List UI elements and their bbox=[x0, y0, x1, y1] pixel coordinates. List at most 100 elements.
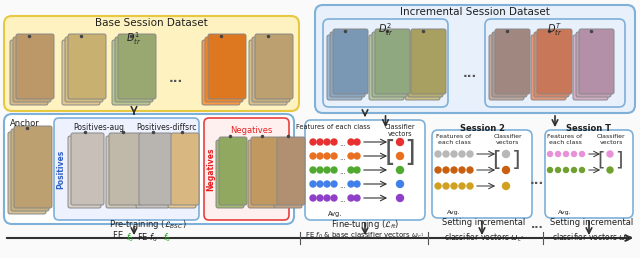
Circle shape bbox=[443, 167, 449, 173]
Circle shape bbox=[459, 183, 465, 189]
FancyBboxPatch shape bbox=[208, 34, 246, 99]
FancyBboxPatch shape bbox=[139, 133, 172, 205]
Circle shape bbox=[354, 139, 360, 145]
Text: Positives-diffsrc: Positives-diffsrc bbox=[136, 123, 196, 132]
FancyBboxPatch shape bbox=[65, 37, 103, 102]
FancyBboxPatch shape bbox=[252, 37, 290, 102]
Circle shape bbox=[348, 195, 354, 201]
FancyBboxPatch shape bbox=[576, 32, 611, 97]
Circle shape bbox=[459, 151, 465, 157]
Circle shape bbox=[451, 183, 457, 189]
Text: [: [ bbox=[385, 139, 396, 167]
Circle shape bbox=[317, 153, 323, 159]
Text: ...: ... bbox=[340, 183, 346, 189]
FancyBboxPatch shape bbox=[68, 34, 106, 99]
Text: ...: ... bbox=[340, 155, 346, 161]
FancyBboxPatch shape bbox=[62, 40, 100, 105]
Circle shape bbox=[354, 181, 360, 187]
Circle shape bbox=[563, 151, 568, 157]
FancyBboxPatch shape bbox=[274, 140, 302, 208]
FancyBboxPatch shape bbox=[202, 40, 240, 105]
Circle shape bbox=[467, 167, 473, 173]
Circle shape bbox=[556, 151, 561, 157]
FancyBboxPatch shape bbox=[68, 136, 101, 208]
Circle shape bbox=[324, 153, 330, 159]
Circle shape bbox=[317, 139, 323, 145]
Text: $f_0$: $f_0$ bbox=[163, 231, 172, 244]
Circle shape bbox=[443, 183, 449, 189]
Circle shape bbox=[459, 167, 465, 173]
Circle shape bbox=[324, 181, 330, 187]
Circle shape bbox=[563, 167, 568, 173]
FancyBboxPatch shape bbox=[537, 29, 572, 94]
Text: Positives-aug: Positives-aug bbox=[74, 123, 125, 132]
FancyBboxPatch shape bbox=[112, 40, 150, 105]
Text: Base Session Dataset: Base Session Dataset bbox=[95, 18, 208, 28]
FancyBboxPatch shape bbox=[219, 137, 247, 205]
Text: Fine-tuning ($\mathcal{L}_{ft}$): Fine-tuning ($\mathcal{L}_{ft}$) bbox=[331, 218, 399, 231]
Circle shape bbox=[331, 153, 337, 159]
Circle shape bbox=[547, 167, 552, 173]
FancyBboxPatch shape bbox=[204, 118, 289, 220]
FancyBboxPatch shape bbox=[115, 37, 153, 102]
FancyBboxPatch shape bbox=[545, 130, 633, 218]
Text: ...: ... bbox=[340, 169, 346, 175]
FancyBboxPatch shape bbox=[579, 29, 614, 94]
Circle shape bbox=[310, 139, 316, 145]
FancyBboxPatch shape bbox=[432, 130, 532, 218]
Circle shape bbox=[607, 167, 613, 173]
Text: classifier vectors $\omega_{c^T}$: classifier vectors $\omega_{c^T}$ bbox=[552, 231, 632, 244]
Text: FE $f_0$: FE $f_0$ bbox=[138, 231, 159, 244]
Text: Positives: Positives bbox=[56, 149, 65, 189]
Circle shape bbox=[310, 153, 316, 159]
Text: classifier vectors $\omega_{c^2}$: classifier vectors $\omega_{c^2}$ bbox=[444, 231, 524, 244]
Text: ...: ... bbox=[169, 72, 183, 85]
FancyBboxPatch shape bbox=[411, 29, 446, 94]
FancyBboxPatch shape bbox=[109, 133, 142, 205]
Text: $D^T_{tr}$: $D^T_{tr}$ bbox=[547, 21, 563, 38]
Circle shape bbox=[348, 167, 354, 173]
Text: Classifier
vectors: Classifier vectors bbox=[385, 124, 415, 137]
Circle shape bbox=[435, 151, 441, 157]
FancyBboxPatch shape bbox=[277, 137, 305, 205]
Circle shape bbox=[451, 151, 457, 157]
FancyBboxPatch shape bbox=[531, 35, 566, 100]
Text: ...: ... bbox=[531, 220, 543, 230]
Circle shape bbox=[317, 195, 323, 201]
Circle shape bbox=[331, 167, 337, 173]
Text: FE $f_0$ & base classifier vectors $\omega_{c^1}$: FE $f_0$ & base classifier vectors $\ome… bbox=[305, 231, 424, 241]
Circle shape bbox=[317, 167, 323, 173]
Circle shape bbox=[354, 195, 360, 201]
Circle shape bbox=[348, 153, 354, 159]
Text: ...: ... bbox=[463, 67, 477, 80]
Circle shape bbox=[607, 151, 613, 157]
Circle shape bbox=[451, 167, 457, 173]
Circle shape bbox=[324, 139, 330, 145]
FancyBboxPatch shape bbox=[54, 118, 199, 220]
Circle shape bbox=[310, 181, 316, 187]
Text: ...: ... bbox=[340, 141, 346, 147]
Circle shape bbox=[348, 181, 354, 187]
FancyBboxPatch shape bbox=[118, 34, 156, 99]
Circle shape bbox=[572, 151, 577, 157]
FancyBboxPatch shape bbox=[323, 19, 448, 107]
Circle shape bbox=[324, 195, 330, 201]
Text: ]: ] bbox=[615, 150, 623, 169]
Circle shape bbox=[435, 167, 441, 173]
Circle shape bbox=[310, 195, 316, 201]
FancyBboxPatch shape bbox=[315, 5, 635, 113]
FancyBboxPatch shape bbox=[205, 37, 243, 102]
Text: [: [ bbox=[492, 150, 500, 170]
Text: Avg.: Avg. bbox=[328, 211, 342, 217]
FancyBboxPatch shape bbox=[71, 133, 104, 205]
Circle shape bbox=[502, 150, 509, 157]
Text: ...: ... bbox=[340, 197, 346, 203]
Text: Classifier
vectors: Classifier vectors bbox=[493, 134, 522, 145]
FancyBboxPatch shape bbox=[8, 132, 46, 214]
Circle shape bbox=[331, 181, 337, 187]
Circle shape bbox=[397, 181, 403, 188]
Circle shape bbox=[443, 151, 449, 157]
Text: Avg.: Avg. bbox=[447, 210, 461, 215]
Text: FE: FE bbox=[113, 231, 125, 240]
Text: Classifier
vectors: Classifier vectors bbox=[596, 134, 625, 145]
